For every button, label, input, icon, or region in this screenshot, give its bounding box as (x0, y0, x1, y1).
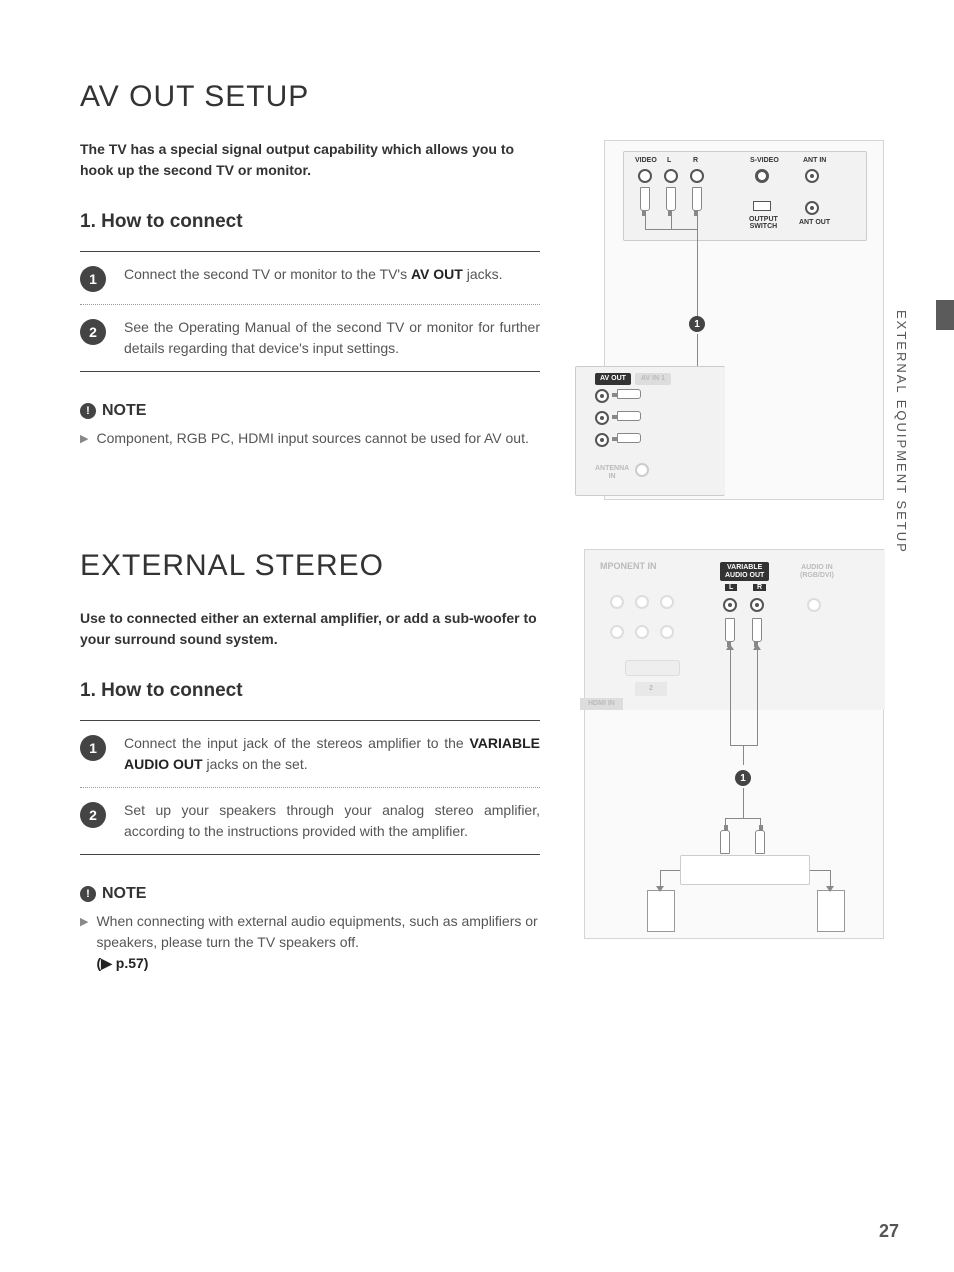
step-number-icon: 2 (80, 802, 106, 828)
note-icon: ! (80, 403, 96, 419)
step-text: Set up your speakers through your analog… (124, 800, 540, 842)
section-title: AV OUT SETUP (80, 80, 874, 114)
note-block: ! NOTE ▶ When connecting with external a… (80, 885, 540, 974)
step-text: Connect the input jack of the stereos am… (124, 733, 540, 775)
step-item: 2 See the Operating Manual of the second… (80, 305, 540, 371)
step-item: 2 Set up your speakers through your anal… (80, 788, 540, 854)
steps-list: 1 Connect the second TV or monitor to th… (80, 251, 540, 372)
section-intro: The TV has a special signal output capab… (80, 139, 540, 181)
step-text: Connect the second TV or monitor to the … (124, 264, 503, 285)
bullet-triangle-icon: ▶ (80, 914, 88, 974)
step-number-icon: 1 (80, 266, 106, 292)
bullet-triangle-icon: ▶ (80, 431, 88, 449)
section-external-stereo: EXTERNAL STEREO Use to connected either … (80, 549, 874, 974)
subsection-title: 1. How to connect (80, 211, 540, 233)
note-label: NOTE (102, 885, 146, 903)
step-item: 1 Connect the second TV or monitor to th… (80, 252, 540, 305)
note-text: Component, RGB PC, HDMI input sources ca… (96, 428, 528, 449)
section-av-out: AV OUT SETUP The TV has a special signal… (80, 80, 874, 449)
note-label: NOTE (102, 402, 146, 420)
page-tab (936, 300, 954, 330)
step-text: See the Operating Manual of the second T… (124, 317, 540, 359)
subsection-title: 1. How to connect (80, 680, 540, 702)
av-out-diagram: VIDEO L R S-VIDEO ANT IN OUTPUT SWITCH A… (604, 140, 884, 500)
note-text: When connecting with external audio equi… (96, 911, 540, 974)
step-item: 1 Connect the input jack of the stereos … (80, 721, 540, 788)
step-number-icon: 2 (80, 319, 106, 345)
section-intro: Use to connected either an external ampl… (80, 608, 540, 650)
page-number: 27 (879, 1221, 899, 1242)
note-icon: ! (80, 886, 96, 902)
note-block: ! NOTE ▶ Component, RGB PC, HDMI input s… (80, 402, 540, 449)
external-stereo-diagram: MPONENT IN VARIABLE AUDIO OUT AUDIO IN (… (584, 549, 884, 939)
step-number-icon: 1 (80, 735, 106, 761)
steps-list: 1 Connect the input jack of the stereos … (80, 720, 540, 855)
side-section-label: EXTERNAL EQUIPMENT SETUP (894, 310, 909, 554)
